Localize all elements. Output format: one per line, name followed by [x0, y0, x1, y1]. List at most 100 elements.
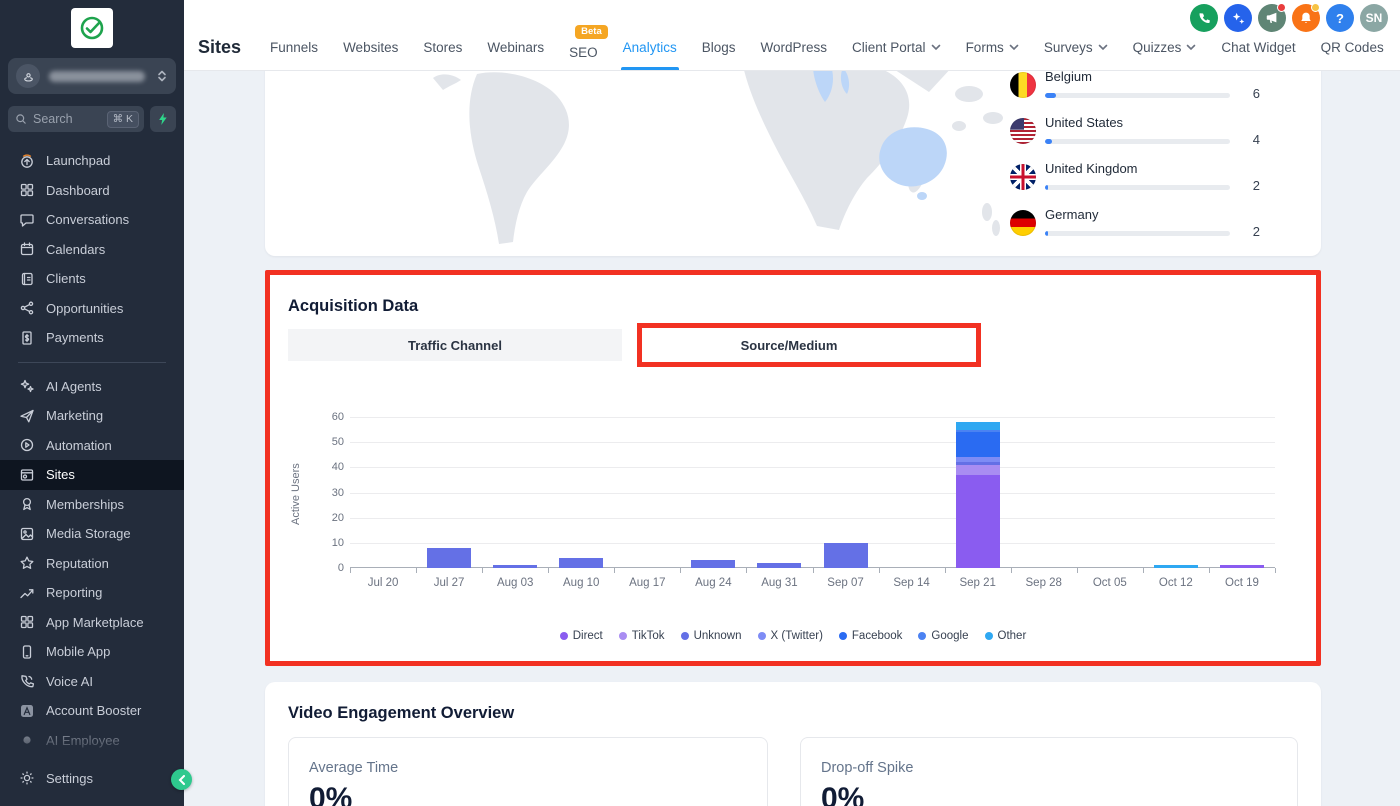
header-icon-cluster: ? SN: [1190, 3, 1388, 32]
sidebar-item-label: Clients: [46, 271, 86, 287]
sidebar-item-memberships[interactable]: Memberships: [0, 490, 184, 520]
tab-webinars[interactable]: Webinars: [487, 24, 544, 70]
legend-label: X (Twitter): [770, 630, 823, 642]
legend-item-x-twitter-[interactable]: X (Twitter): [757, 630, 823, 642]
legend-item-tiktok[interactable]: TikTok: [618, 630, 665, 642]
legend-label: Facebook: [851, 630, 903, 642]
search-input[interactable]: [33, 112, 103, 126]
sidebar-collapse-button[interactable]: [171, 769, 192, 790]
sidebar-item-dashboard[interactable]: Dashboard: [0, 176, 184, 206]
tab-blogs[interactable]: Blogs: [702, 24, 736, 70]
sidebar-item-account-booster[interactable]: Account Booster: [0, 696, 184, 726]
tab-label: Stores: [423, 39, 463, 55]
sidebar-item-opportunities[interactable]: Opportunities: [0, 294, 184, 324]
x-tick-label: Jul 27: [433, 577, 465, 589]
x-tick: [1010, 568, 1012, 573]
sidebar-item-marketing[interactable]: Marketing: [0, 401, 184, 431]
sidebar-item-settings[interactable]: Settings: [0, 764, 184, 794]
account-booster-icon: [18, 702, 35, 719]
tab-wordpress[interactable]: WordPress: [760, 24, 827, 70]
sidebar-item-label: Account Booster: [46, 703, 142, 719]
acquisition-chart: Jul 20 Jul 27 Aug 03 Aug 10 Aug 17 Aug 24 Aug …: [270, 385, 1316, 642]
tab-quizzes[interactable]: Quizzes: [1133, 24, 1197, 70]
country-name: United States: [1045, 115, 1124, 130]
tab-forms[interactable]: Forms: [966, 24, 1019, 70]
bar-segment-other: [1153, 565, 1198, 568]
sidebar-item-sites[interactable]: Sites: [0, 460, 184, 490]
phone-button[interactable]: [1190, 4, 1218, 32]
tab-label: WordPress: [760, 39, 828, 55]
sites-icon: [18, 466, 35, 483]
sidebar-item-reporting[interactable]: Reporting: [0, 578, 184, 608]
phone-icon: [1197, 11, 1211, 25]
app-marketplace-icon: [18, 614, 35, 631]
country-body: United States 4: [1045, 115, 1260, 147]
y-tick-label: 20: [331, 511, 344, 524]
tab-surveys[interactable]: Surveys: [1044, 24, 1108, 70]
app-logo[interactable]: [71, 8, 113, 48]
help-button[interactable]: ?: [1326, 4, 1354, 32]
search-box[interactable]: ⌘ K: [8, 106, 144, 132]
calendars-icon: [18, 241, 35, 258]
notifications-icon: [1299, 11, 1313, 25]
main-content: Belgium 6 United States 4 United Kingdom 2 Ger…: [184, 71, 1400, 806]
tab-funnels[interactable]: Funnels: [270, 24, 318, 70]
account-switcher[interactable]: [8, 58, 176, 94]
legend-label: Direct: [572, 630, 603, 642]
tab-chat-widget[interactable]: Chat Widget: [1221, 24, 1295, 70]
bar-segment-unknown: [955, 462, 1000, 465]
sidebar-item-ai-agents[interactable]: AI Agents: [0, 372, 184, 402]
bar-oct-12: [1153, 565, 1198, 568]
country-body: United Kingdom 2: [1045, 161, 1260, 193]
x-tick: [548, 568, 550, 573]
sidebar-item-ai-employee[interactable]: AI Employee: [0, 726, 184, 756]
country-bar-track: [1045, 185, 1230, 190]
x-tick: [746, 568, 748, 573]
sidebar-item-clients[interactable]: Clients: [0, 264, 184, 294]
sidebar-item-conversations[interactable]: Conversations: [0, 205, 184, 235]
legend-item-direct[interactable]: Direct: [559, 630, 603, 642]
legend-item-other[interactable]: Other: [984, 630, 1026, 642]
tab-analytics[interactable]: Analytics: [620, 24, 679, 70]
tab-seo[interactable]: Beta SEO: [569, 24, 608, 70]
legend-label: Google: [931, 630, 969, 642]
tab-stores[interactable]: Stores: [423, 24, 462, 70]
acquisition-tab-traffic-channel[interactable]: Traffic Channel: [288, 329, 622, 361]
top-bar: ? SN Sites Funnels Websites Stores Webinars B…: [184, 0, 1400, 71]
ai-employee-icon: [18, 732, 35, 749]
country-bar-fill: [1045, 231, 1048, 236]
metric-label: Average Time: [309, 760, 399, 776]
tab-client-portal[interactable]: Client Portal: [852, 24, 941, 70]
opportunities-icon: [18, 300, 35, 317]
announcements-button[interactable]: [1258, 3, 1286, 32]
sidebar-item-mobile-app[interactable]: Mobile App: [0, 637, 184, 667]
sidebar-item-automation[interactable]: Automation: [0, 431, 184, 461]
sidebar-item-label: Payments: [46, 330, 104, 346]
sidebar-item-reputation[interactable]: Reputation: [0, 549, 184, 579]
sidebar-item-launchpad[interactable]: Launchpad: [0, 146, 184, 176]
tab-label: SEO: [569, 44, 598, 60]
acquisition-card-annotation: Acquisition Data Traffic Channel Source/M…: [265, 270, 1321, 666]
legend-item-facebook[interactable]: Facebook: [838, 630, 903, 642]
sidebar-item-media-storage[interactable]: Media Storage: [0, 519, 184, 549]
sidebar-item-calendars[interactable]: Calendars: [0, 235, 184, 265]
legend-item-unknown[interactable]: Unknown: [680, 630, 742, 642]
uk-flag-icon: [1010, 164, 1036, 190]
sidebar-item-voice-ai[interactable]: Voice AI: [0, 667, 184, 697]
notifications-button[interactable]: [1292, 3, 1320, 32]
legend-item-google[interactable]: Google: [918, 630, 969, 642]
x-tick-label: Sep 14: [893, 577, 930, 589]
x-tick: [482, 568, 484, 573]
sidebar-item-app-marketplace[interactable]: App Marketplace: [0, 608, 184, 638]
metric-card-drop-off-spike: Drop-off Spike 0%: [800, 737, 1298, 806]
marketing-icon: [18, 407, 35, 424]
acquisition-tab-source-medium[interactable]: Source/Medium: [622, 329, 956, 361]
quick-actions-button[interactable]: [150, 106, 176, 132]
sidebar-item-label: App Marketplace: [46, 614, 144, 630]
tab-qr-codes[interactable]: QR Codes: [1321, 24, 1384, 70]
sidebar-item-label: Reporting: [46, 585, 103, 601]
ai-assistant-button[interactable]: [1224, 4, 1252, 32]
sidebar-item-payments[interactable]: Payments: [0, 323, 184, 353]
avatar[interactable]: SN: [1360, 4, 1388, 32]
tab-websites[interactable]: Websites: [343, 24, 398, 70]
